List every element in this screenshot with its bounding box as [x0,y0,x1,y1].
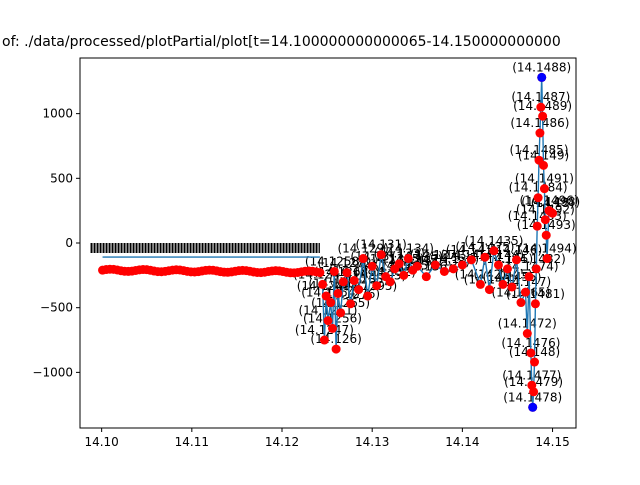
data-point [367,261,377,271]
data-point [399,270,409,280]
data-point [535,128,545,138]
x-tick-label: 14.14 [445,435,479,449]
data-point [489,246,499,256]
point-annotation: (14.1254) [301,286,360,300]
extreme-point [528,402,538,412]
data-point [548,208,558,218]
data-point [531,264,541,274]
point-annotation: (14.1435) [464,234,523,248]
data-point [480,252,490,262]
data-point [502,264,512,274]
x-tick-label: 14.12 [265,435,299,449]
data-point [484,285,494,295]
point-annotation: (14.1258) [305,254,364,268]
data-point [532,221,542,231]
data-point [338,277,348,287]
data-point [524,272,534,282]
data-point [529,387,539,397]
data-point [394,259,404,269]
data-point [522,329,532,339]
data-point [331,344,341,354]
data-point [342,268,352,278]
data-point [457,260,467,270]
data-point [498,279,508,289]
data-point [421,272,431,282]
data-point [539,184,549,194]
data-point [326,298,336,308]
data-point [493,260,503,270]
data-point [321,291,331,301]
data-point [376,250,386,260]
y-tick-label: −1000 [32,365,73,379]
y-tick-label: −500 [40,301,73,315]
x-tick-label: 14.13 [355,435,389,449]
data-point [315,268,325,278]
data-point [403,254,413,264]
data-point [354,285,364,295]
point-annotation: (14.129) [337,242,388,256]
data-point [318,279,328,289]
extreme-point [537,72,547,82]
dense-band-layer [90,243,325,278]
data-point [333,288,343,298]
y-tick-label: 500 [50,171,73,185]
data-point [539,160,549,170]
data-point [526,348,536,358]
point-annotation: (14.1488) [512,60,571,74]
data-point [520,287,530,297]
data-point [363,291,373,301]
data-point [541,230,551,240]
point-annotation: (14.134) [383,242,434,256]
data-point [385,277,395,287]
data-point [507,282,517,292]
data-point [511,255,521,265]
data-point [516,298,526,308]
y-axis: 1000 500 0 −500 −1000 [32,107,80,379]
point-annotation: (14.1425) [455,240,514,254]
x-axis: 14.10 14.11 14.12 14.13 14.14 14.15 [84,428,570,449]
data-point [336,308,346,318]
chart-title: of: ./data/processed/plotPartial/plot[t=… [2,34,561,50]
data-point [448,264,458,274]
data-point [536,102,546,112]
data-point [358,254,368,264]
point-annotation: (14.142) [455,267,506,281]
data-point [533,193,543,203]
data-point [439,266,449,276]
data-point [430,260,440,270]
point-annotation: (14.131) [356,238,407,252]
y-tick-label: 1000 [42,107,73,121]
data-point [466,255,476,265]
data-point [475,279,485,289]
x-tick-label: 14.10 [84,435,118,449]
data-point [329,266,339,276]
data-point [328,323,338,333]
y-tick-label: 0 [65,236,73,250]
data-point [349,276,359,286]
data-point [372,281,382,291]
point-annotation: (14.137) [410,248,461,262]
point-annotation: (14.128) [328,264,379,278]
data-point [542,254,552,264]
data-point [412,261,422,271]
x-tick-label: 14.15 [535,435,569,449]
data-point [346,299,356,309]
data-point [319,335,329,345]
data-point [323,316,333,326]
data-point [530,299,540,309]
data-point [538,111,548,121]
data-point [530,357,540,367]
data-point [540,215,550,225]
point-layer [318,72,558,412]
point-annotation: (14.146) [491,243,542,257]
x-tick-label: 14.11 [175,435,209,449]
